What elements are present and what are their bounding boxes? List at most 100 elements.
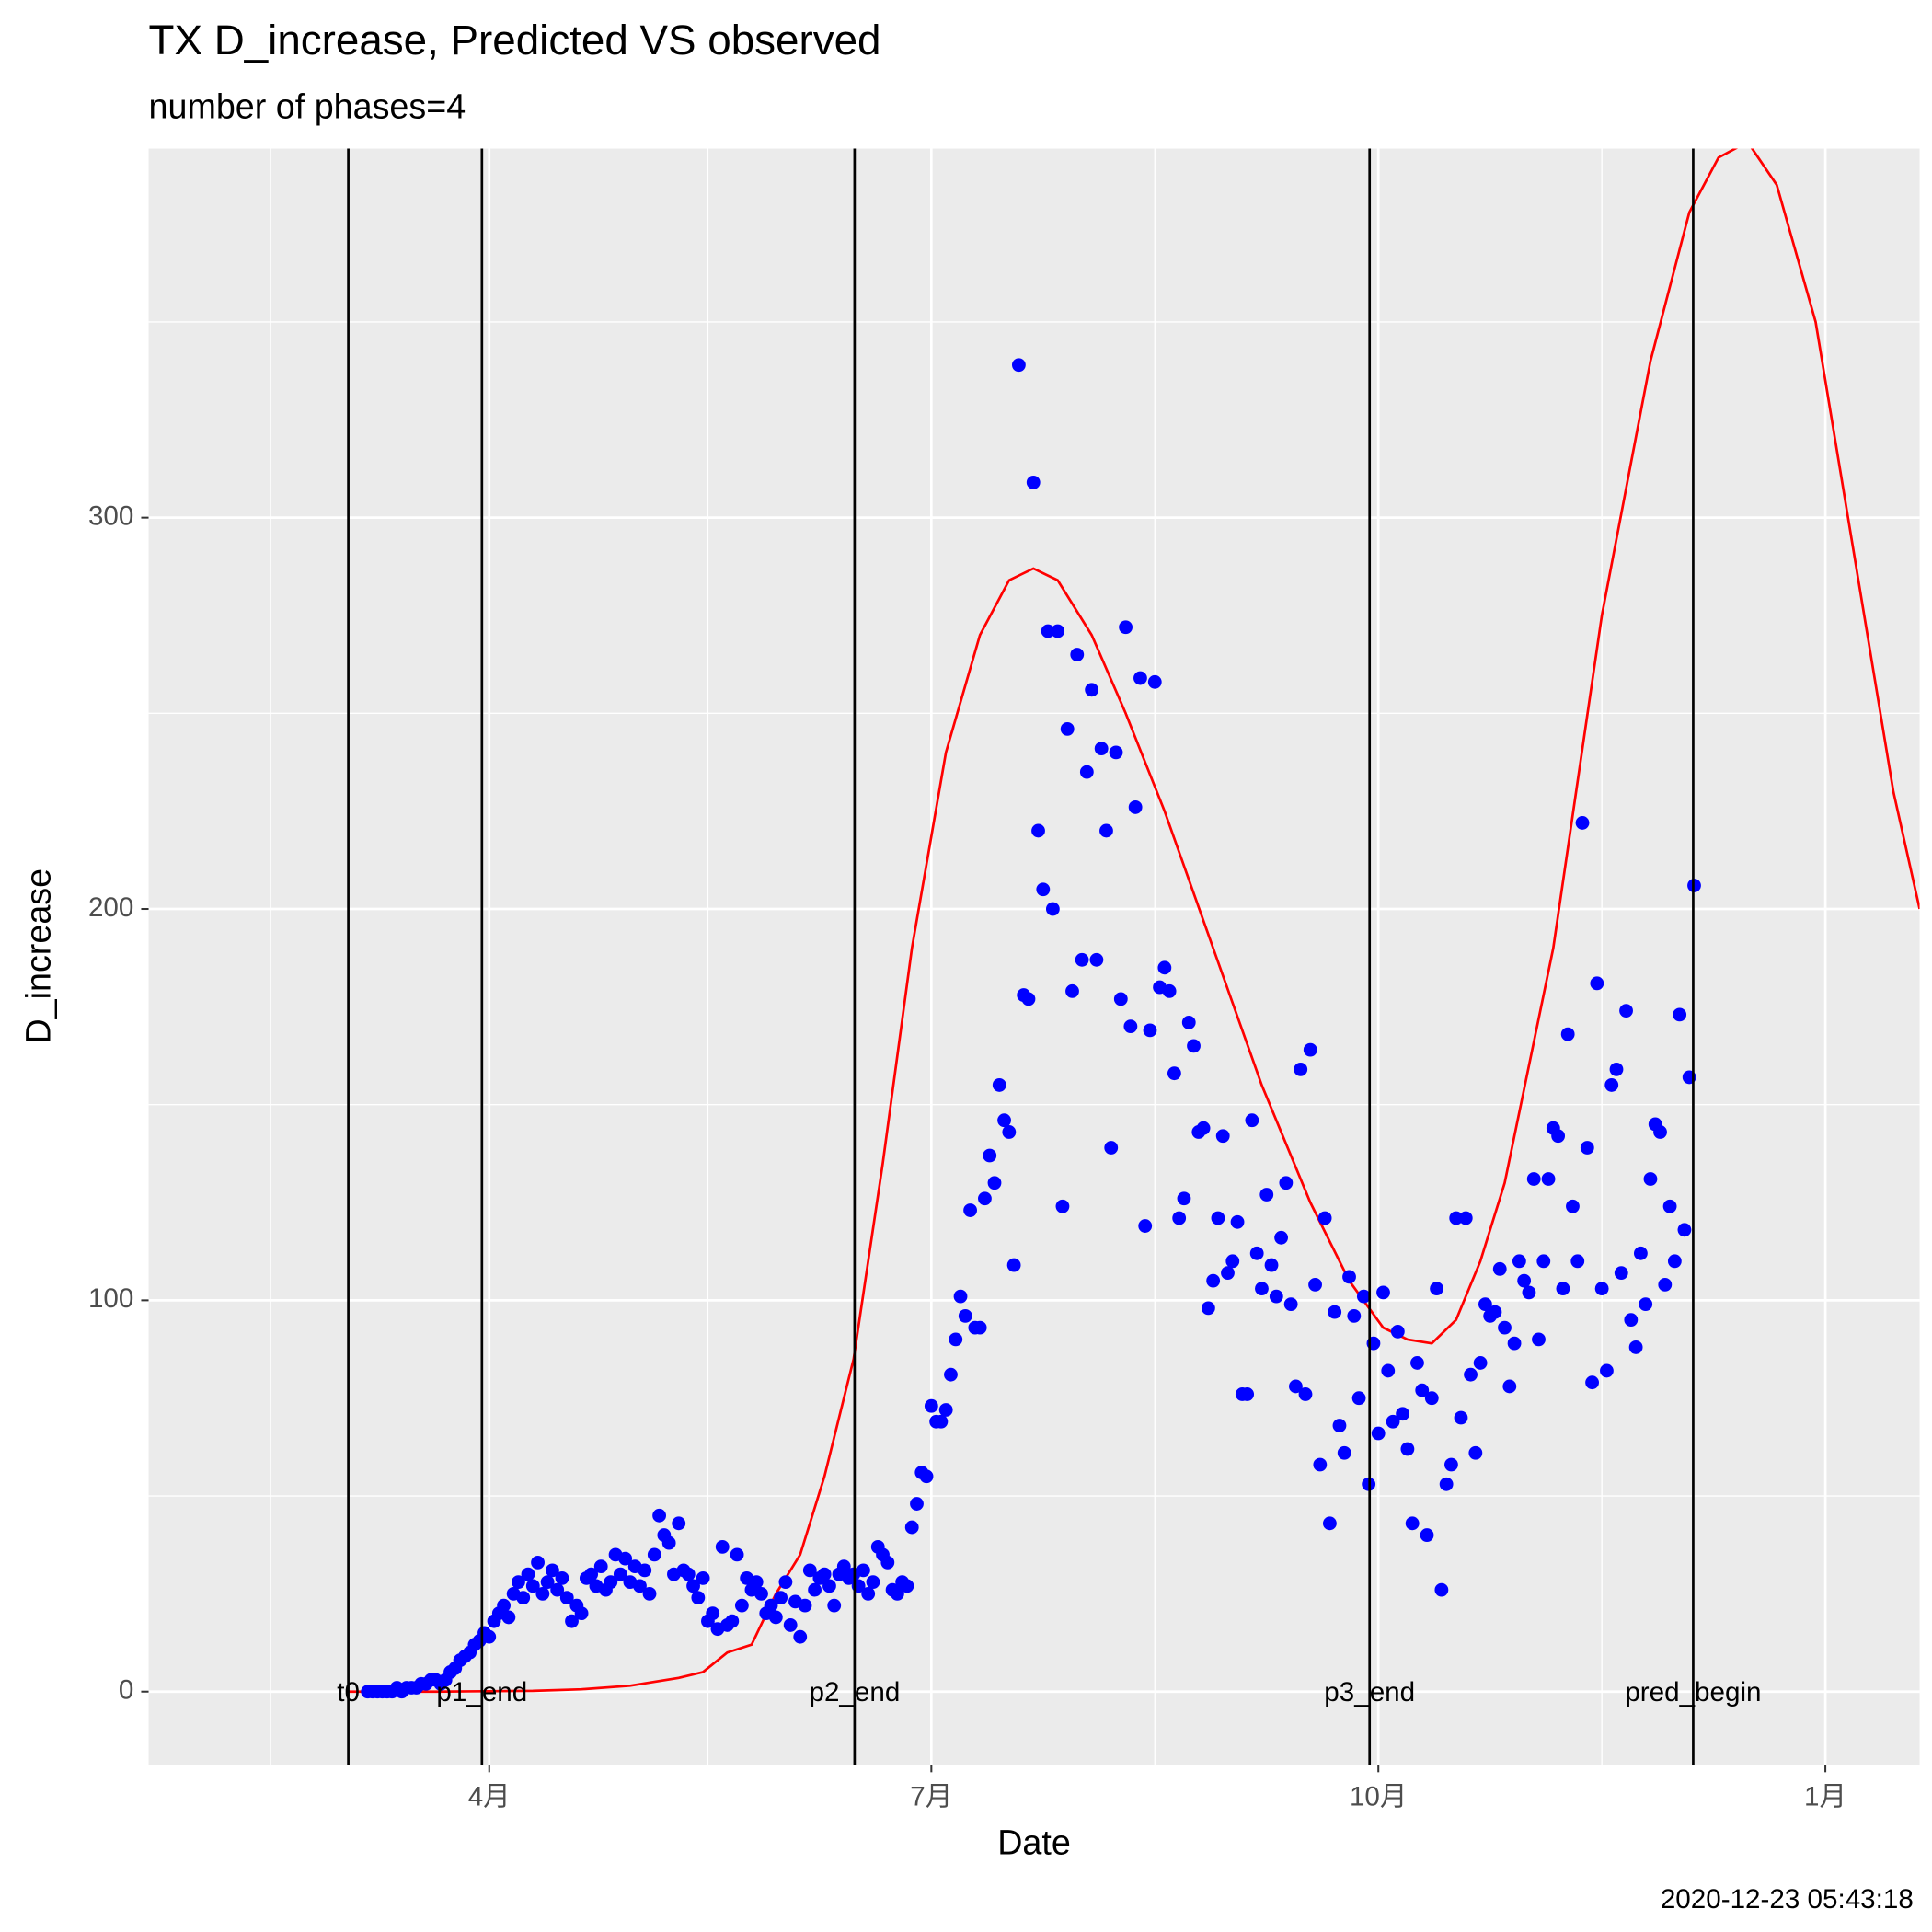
point — [1332, 1419, 1347, 1432]
point — [798, 1598, 812, 1613]
point — [1507, 1336, 1522, 1351]
point — [1294, 1063, 1308, 1076]
point — [1337, 1445, 1351, 1460]
point — [550, 1582, 565, 1597]
point — [997, 1113, 1011, 1128]
point — [647, 1547, 661, 1562]
point — [1221, 1266, 1235, 1280]
point — [1590, 976, 1604, 991]
point — [1313, 1457, 1328, 1472]
point — [802, 1563, 817, 1578]
point — [866, 1575, 880, 1590]
point — [1075, 952, 1089, 967]
point — [1473, 1356, 1488, 1370]
point — [972, 1320, 987, 1335]
point — [1255, 1282, 1269, 1296]
point — [725, 1614, 740, 1628]
point — [1551, 1129, 1566, 1144]
point — [1619, 1004, 1633, 1018]
point — [1600, 1363, 1614, 1378]
point — [501, 1610, 516, 1625]
point — [535, 1586, 550, 1601]
point — [978, 1191, 992, 1206]
point — [565, 1614, 579, 1628]
point — [1031, 823, 1045, 838]
point — [1167, 1066, 1181, 1081]
point — [672, 1516, 686, 1531]
prediction-line — [348, 148, 1920, 1694]
point — [1536, 1254, 1551, 1269]
point — [900, 1579, 914, 1593]
point — [1060, 721, 1075, 736]
point — [1464, 1367, 1478, 1382]
point — [1342, 1270, 1356, 1284]
point — [1162, 983, 1177, 998]
point — [1449, 1211, 1464, 1225]
point — [1128, 800, 1143, 814]
point — [1541, 1172, 1556, 1186]
point — [1177, 1191, 1191, 1206]
point — [1454, 1410, 1468, 1425]
point — [1041, 624, 1055, 638]
point — [1085, 683, 1099, 697]
point — [822, 1579, 836, 1593]
point — [1211, 1211, 1225, 1225]
point — [1051, 624, 1065, 638]
point — [691, 1591, 706, 1605]
point — [559, 1591, 574, 1605]
point — [696, 1570, 710, 1585]
point — [642, 1586, 657, 1601]
point — [1381, 1363, 1396, 1378]
point — [706, 1606, 720, 1621]
point — [938, 1403, 953, 1417]
point — [1264, 1258, 1279, 1272]
point — [953, 1289, 968, 1304]
point — [963, 1203, 977, 1217]
point — [749, 1575, 764, 1590]
point — [1147, 674, 1162, 689]
point — [1026, 475, 1041, 489]
y-tick-label: 0 — [119, 1675, 133, 1706]
point — [919, 1469, 934, 1484]
point — [857, 1563, 870, 1578]
point — [1328, 1305, 1342, 1319]
point — [1045, 902, 1060, 916]
axes: 0 100 200 300 4月 7月 10月 1月 — [88, 500, 1846, 1811]
phase-label: p2_end — [809, 1677, 900, 1708]
point — [1498, 1320, 1512, 1335]
point — [992, 1078, 1006, 1092]
point — [1624, 1313, 1639, 1328]
point — [1079, 765, 1094, 779]
point — [1274, 1230, 1288, 1245]
point — [1424, 1391, 1439, 1406]
point — [861, 1586, 876, 1601]
point — [1673, 1007, 1687, 1022]
point — [1585, 1375, 1599, 1390]
point — [497, 1598, 511, 1613]
grid — [148, 148, 1920, 1765]
point — [1458, 1211, 1473, 1225]
point — [730, 1547, 744, 1562]
x-tick-label: 4月 — [468, 1781, 511, 1811]
point — [1517, 1273, 1532, 1288]
point — [613, 1567, 627, 1581]
point — [1522, 1285, 1536, 1300]
point — [1444, 1457, 1458, 1472]
point — [1532, 1332, 1546, 1347]
point — [987, 1176, 1002, 1190]
point — [1639, 1297, 1653, 1312]
y-tick-label: 300 — [88, 500, 133, 531]
point — [1119, 620, 1133, 635]
point — [1396, 1407, 1410, 1421]
point — [1556, 1282, 1570, 1296]
point — [1478, 1297, 1492, 1312]
point — [482, 1629, 497, 1644]
point — [1172, 1211, 1187, 1225]
point — [1502, 1379, 1517, 1394]
point — [1420, 1528, 1434, 1542]
y-tick-label: 200 — [88, 892, 133, 923]
point — [1322, 1516, 1337, 1531]
point — [715, 1539, 730, 1554]
point — [904, 1520, 919, 1535]
